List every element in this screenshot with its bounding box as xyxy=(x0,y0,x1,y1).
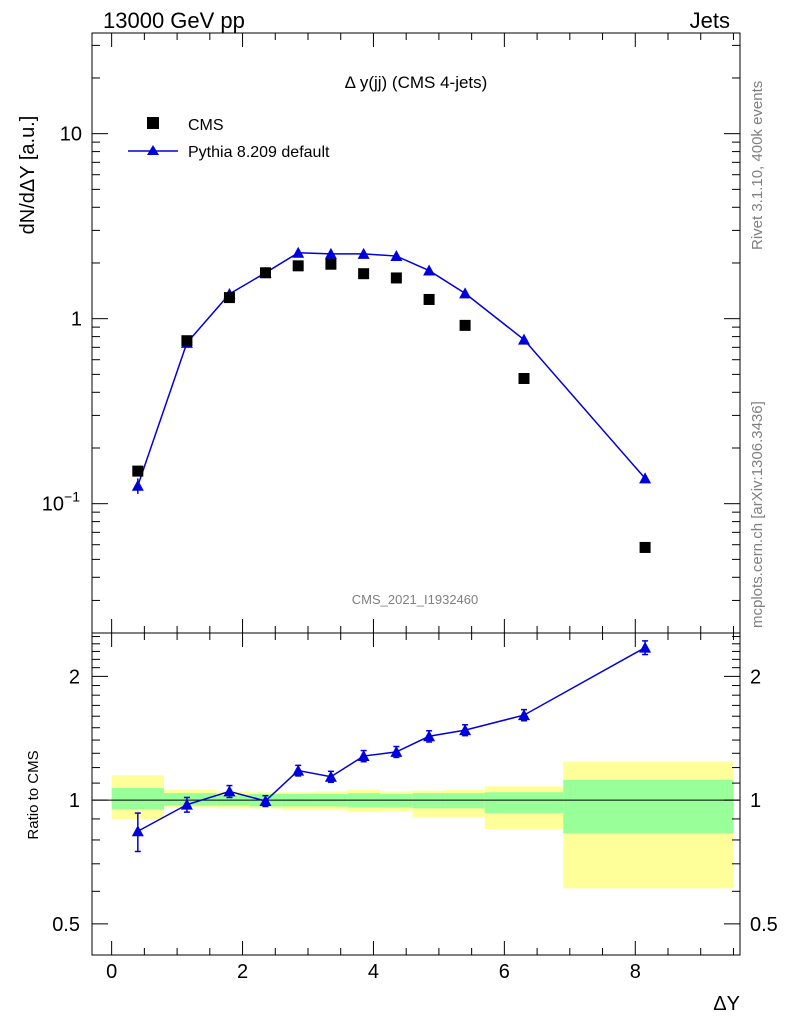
cms-point xyxy=(259,267,271,279)
cms-point xyxy=(358,268,370,280)
pythia-point xyxy=(639,472,652,484)
pythia-point xyxy=(131,479,144,491)
pythia-point xyxy=(423,264,436,276)
cms-point xyxy=(639,541,651,553)
cms-point xyxy=(390,272,402,284)
ratio-point xyxy=(259,795,272,807)
ratio-point xyxy=(324,770,337,782)
ratio-point xyxy=(639,641,652,653)
ratio-point xyxy=(292,764,305,776)
pythia-point xyxy=(459,287,472,299)
main-panel: CMS_2021_I1932460 Δ y(jj) (CMS 4-jets) C… xyxy=(17,32,741,634)
pythia-line xyxy=(137,252,646,486)
cms-point xyxy=(181,335,193,347)
legend-pythia-marker xyxy=(147,145,159,155)
pythia-point xyxy=(518,333,530,345)
rivet-label: Rivet 3.1.10, 400k events xyxy=(749,81,766,250)
ratio-point xyxy=(390,745,403,757)
ratio-point xyxy=(423,730,436,742)
ratio-axis-label: Ratio to CMS xyxy=(25,750,42,839)
green-band xyxy=(164,793,217,806)
cms-point xyxy=(325,258,337,270)
y-axis-label: dN/dΔY [a.u.] xyxy=(17,116,39,235)
ratio-point xyxy=(180,798,193,810)
legend-cms-marker xyxy=(147,117,159,129)
ratio-panel: 0.5 0.5 1 1 2 2 0 2 4 6 8 Ratio to CMS ΔY xyxy=(25,632,778,1015)
pythia-point xyxy=(324,247,337,259)
ratio-point xyxy=(357,750,370,762)
ratio-y-tick-label-left: 2 xyxy=(69,666,80,688)
ratio-y-tick-label-right: 1 xyxy=(750,790,761,812)
x-tick-label: 4 xyxy=(368,961,379,983)
x-tick-label: 6 xyxy=(499,961,510,983)
cms-point xyxy=(423,293,435,305)
ratio-line xyxy=(137,646,646,832)
cms-point xyxy=(518,372,530,384)
x-tick-label: 0 xyxy=(106,961,117,983)
chart-title: Δ y(jj) (CMS 4-jets) xyxy=(345,73,488,92)
cms-point xyxy=(132,465,144,477)
analysis-id: CMS_2021_I1932460 xyxy=(352,592,479,607)
ratio-point xyxy=(223,785,236,797)
cms-point xyxy=(459,319,471,331)
pythia-point xyxy=(357,247,370,259)
pythia-point xyxy=(390,250,403,262)
green-band xyxy=(412,793,446,809)
green-band xyxy=(445,793,485,809)
green-band xyxy=(484,792,564,814)
ratio-frame xyxy=(91,632,741,956)
pythia-point xyxy=(292,246,305,258)
x-axis-label: ΔY xyxy=(713,993,740,1015)
header-left: 13000 GeV pp xyxy=(103,8,245,33)
green-band xyxy=(563,779,734,834)
ratio-point xyxy=(131,825,144,837)
green-band xyxy=(111,788,164,810)
ratio-y-tick-label-left: 0.5 xyxy=(52,914,80,936)
x-tick-label: 2 xyxy=(237,961,248,983)
legend: CMS Pythia 8.209 default xyxy=(128,117,330,161)
green-band xyxy=(380,793,413,808)
source-label: mcplots.cern.ch [arXiv:1306.3436] xyxy=(749,401,766,628)
ratio-point xyxy=(459,724,472,736)
legend-cms-label: CMS xyxy=(188,117,224,134)
header-right: Jets xyxy=(690,8,730,33)
y-tick-label: 10−1 xyxy=(42,489,80,516)
ratio-point xyxy=(518,709,530,721)
x-tick-label: 8 xyxy=(630,961,641,983)
ratio-y-tick-label-right: 0.5 xyxy=(750,914,778,936)
cms-point xyxy=(223,292,235,304)
cms-point xyxy=(292,260,304,272)
ratio-y-tick-label-left: 1 xyxy=(69,790,80,812)
y-tick-label: 10 xyxy=(60,124,82,146)
y-tick-label: 1 xyxy=(71,309,82,331)
legend-pythia-label: Pythia 8.209 default xyxy=(188,144,330,161)
ratio-y-tick-label-right: 2 xyxy=(750,666,761,688)
